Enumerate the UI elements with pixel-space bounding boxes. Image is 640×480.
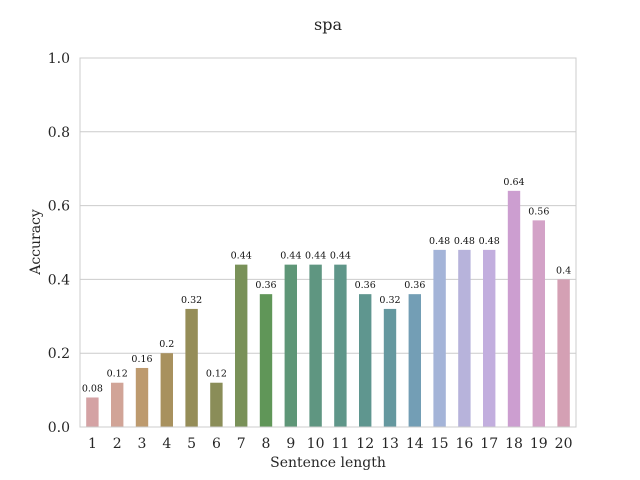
bar — [160, 353, 173, 427]
x-tick-label: 5 — [187, 436, 196, 452]
x-tick-label: 15 — [431, 436, 449, 452]
x-tick-label: 1 — [88, 436, 97, 452]
bar — [135, 367, 149, 427]
bar — [185, 308, 198, 427]
bar — [433, 249, 446, 427]
bar — [507, 190, 521, 427]
bar-value-label: 0.44 — [231, 251, 252, 262]
bar-value-label: 0.36 — [404, 280, 425, 291]
x-tick-label: 2 — [113, 436, 122, 452]
bar-value-label: 0.08 — [82, 383, 103, 394]
bar — [458, 249, 471, 427]
bar-value-label: 0.44 — [305, 251, 326, 262]
bar-value-label: 0.12 — [107, 369, 128, 380]
x-tick-label: 11 — [331, 436, 349, 452]
bar-value-label: 0.48 — [429, 236, 450, 247]
bar — [111, 382, 124, 427]
bar — [259, 294, 273, 427]
x-tick-label: 16 — [455, 436, 473, 452]
x-tick-label: 10 — [307, 436, 325, 452]
x-tick-label: 12 — [356, 436, 374, 452]
x-tick-label: 17 — [480, 436, 498, 452]
value-labels: 0.080.120.160.20.320.120.440.360.44 0.44 0… — [82, 177, 571, 395]
chart-title: spa — [314, 15, 342, 34]
x-tick-label: 6 — [212, 436, 221, 452]
x-tick-label: 8 — [262, 436, 271, 452]
y-tick-label: 1.0 — [48, 51, 70, 67]
bar — [284, 264, 297, 427]
bar — [359, 294, 372, 427]
plot-frame — [79, 57, 577, 428]
bar — [483, 249, 496, 427]
bar-value-label: 0.48 — [454, 236, 475, 247]
bar-value-label: 0.44 — [280, 251, 301, 262]
y-axis-label: Accuracy — [28, 209, 44, 276]
y-tick-labels: 0.0 0.2 0.4 0.6 0.8 1.0 — [48, 51, 70, 436]
bar-value-label: 0.48 — [479, 236, 500, 247]
bar — [532, 220, 545, 427]
bar — [235, 264, 248, 427]
bar — [86, 397, 99, 427]
y-tick-label: 0.2 — [48, 346, 70, 362]
bar — [210, 382, 223, 427]
bar-value-label: 0.32 — [379, 295, 400, 306]
y-tick-label: 0.0 — [48, 420, 70, 436]
bar-value-label: 0.2 — [159, 339, 174, 350]
bar-value-label: 0.32 — [181, 295, 202, 306]
y-tick-label: 0.8 — [48, 125, 70, 141]
x-tick-label: 4 — [162, 436, 171, 452]
bar-value-label: 0.36 — [255, 280, 276, 291]
bar-value-label: 0.64 — [503, 177, 524, 188]
bar-value-label: 0.36 — [355, 280, 376, 291]
x-tick-labels: 1 2 3 4 5 6 7 8 9 10 11 12 13 14 15 16 17 18 19 20 — [88, 436, 573, 452]
bar-value-label: 0.56 — [528, 206, 549, 217]
x-tick-label: 20 — [555, 436, 573, 452]
grid-lines — [80, 57, 576, 428]
bar — [383, 308, 397, 427]
x-tick-label: 3 — [138, 436, 147, 452]
bar-value-label: 0.44 — [330, 251, 351, 262]
x-tick-label: 9 — [286, 436, 295, 452]
x-tick-label: 7 — [237, 436, 246, 452]
bar — [309, 264, 322, 427]
bar-value-label: 0.16 — [131, 354, 152, 365]
y-tick-label: 0.6 — [48, 199, 70, 215]
x-tick-label: 14 — [406, 436, 424, 452]
x-tick-label: 13 — [381, 436, 399, 452]
bar-value-label: 0.12 — [206, 369, 227, 380]
x-axis-label: Sentence length — [270, 455, 386, 471]
bar — [408, 294, 421, 427]
x-tick-label: 18 — [505, 436, 523, 452]
y-tick-label: 0.4 — [48, 272, 70, 288]
x-tick-label: 19 — [530, 436, 548, 452]
bars — [86, 190, 570, 427]
bar — [334, 264, 347, 427]
bar — [557, 279, 570, 427]
bar-value-label: 0.4 — [556, 265, 571, 276]
